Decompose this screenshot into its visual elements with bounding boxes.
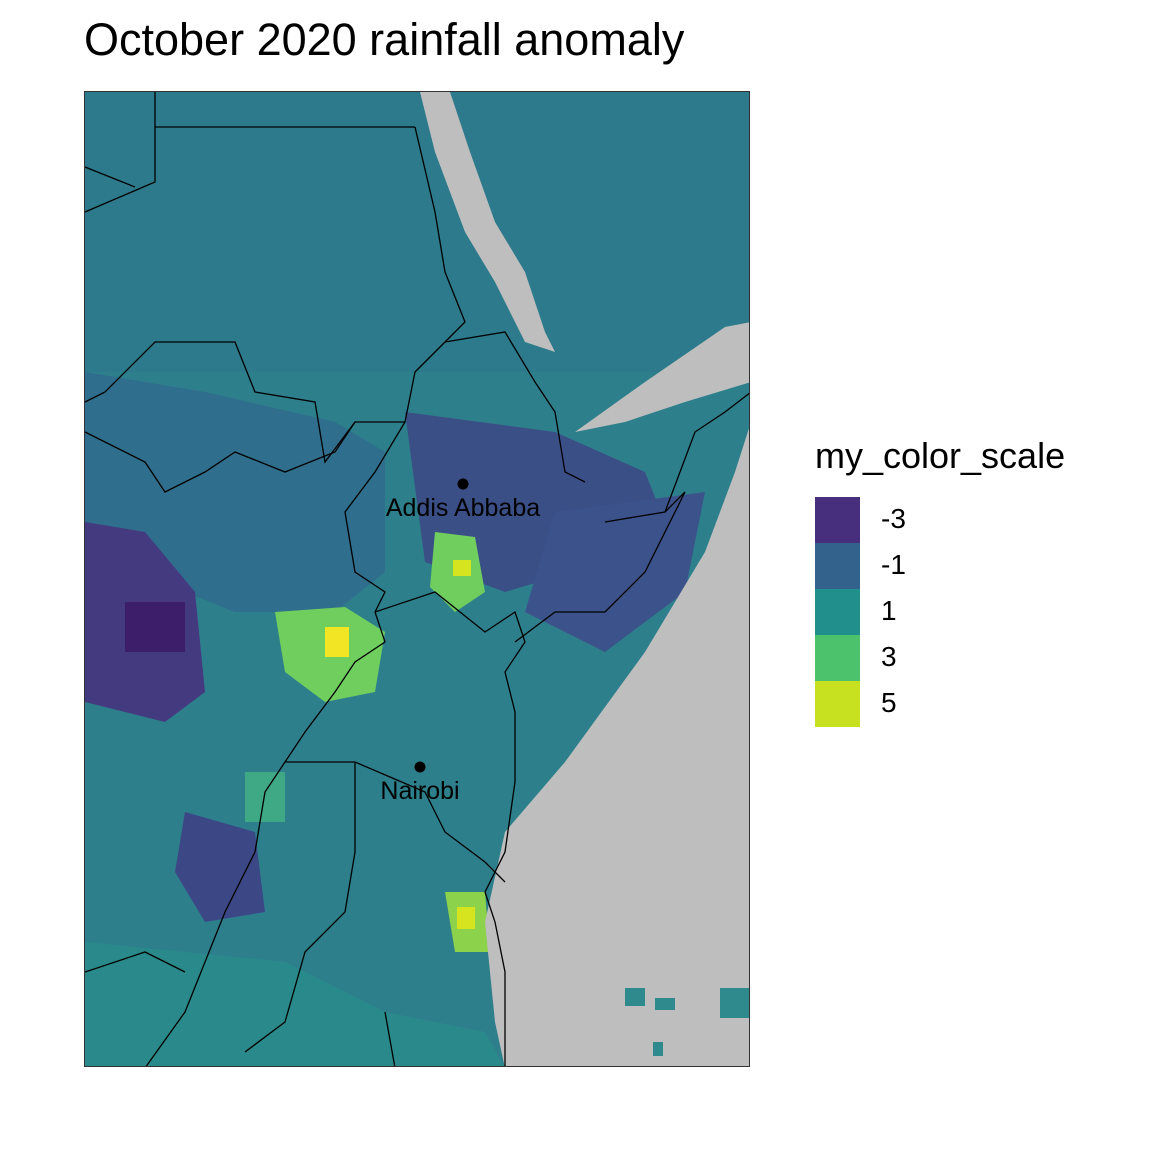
anomaly-zone-lake-victoria-wet	[245, 772, 285, 822]
legend-swatch	[815, 635, 860, 681]
no-data-island-2	[655, 998, 675, 1010]
legend-item: 3	[815, 635, 1115, 681]
no-data-indian-ocean	[485, 428, 749, 1066]
anomaly-zone-north	[85, 92, 749, 372]
no-data-island-4	[653, 1042, 663, 1056]
legend-swatch	[815, 681, 860, 727]
anomaly-zone-south-mixed	[85, 942, 504, 1066]
legend: my_color_scale -3 -1 1 3 5	[815, 435, 1066, 727]
legend-label: -3	[881, 503, 906, 534]
legend-item: 5	[815, 681, 1115, 727]
legend-swatch	[815, 497, 860, 543]
no-data-red-sea	[420, 92, 555, 352]
legend-label: 1	[881, 595, 897, 626]
anomaly-zone-tanzania-wettest	[457, 907, 475, 929]
anomaly-zone-ethiopia-wettest	[453, 560, 471, 576]
legend-title: my_color_scale	[815, 435, 1066, 476]
legend-label: 3	[881, 641, 897, 672]
rainfall-anomaly-map: Addis Abbaba Nairobi	[85, 92, 749, 1066]
nairobi-label: Nairobi	[380, 777, 459, 805]
addis-ababa-label: Addis Abbaba	[386, 494, 540, 522]
legend-label: -1	[881, 549, 906, 580]
legend-item: 1	[815, 589, 1115, 635]
legend-item: -1	[815, 543, 1115, 589]
no-data-island-3	[720, 988, 749, 1018]
legend-label: 5	[881, 687, 897, 718]
addis-ababa-marker	[457, 478, 469, 490]
no-data-gulf-of-aden	[575, 322, 749, 432]
legend-item: -3	[815, 497, 1115, 543]
anomaly-zone-drc-southeast-dry	[175, 812, 265, 922]
map-panel[interactable]: Addis Abbaba Nairobi	[84, 91, 750, 1067]
no-data-island-1	[625, 988, 645, 1006]
nairobi-marker	[414, 761, 426, 773]
legend-swatch	[815, 543, 860, 589]
anomaly-zone-west-driest	[125, 602, 185, 652]
anomaly-zone-uganda-wettest	[325, 627, 349, 657]
page-title: October 2020 rainfall anomaly	[84, 14, 685, 65]
country-borders	[85, 92, 749, 1066]
legend-swatch	[815, 589, 860, 635]
